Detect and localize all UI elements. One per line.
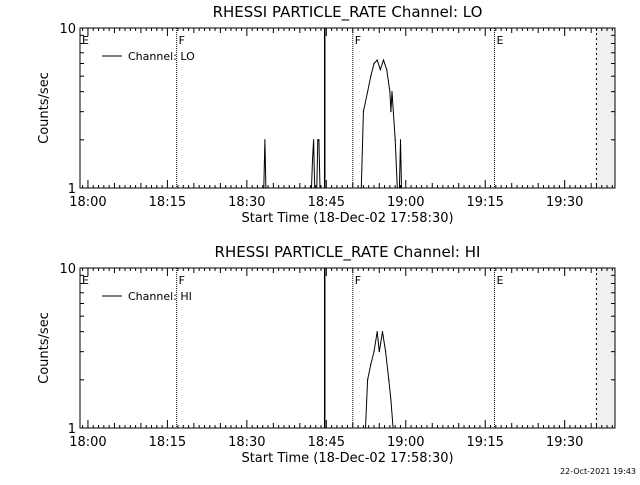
data-point xyxy=(265,187,267,189)
data-point xyxy=(394,139,396,141)
generation-timestamp: 22-Oct-2021 19:43 xyxy=(560,467,636,476)
data-point xyxy=(318,139,320,141)
legend-entry: Channel: HI xyxy=(128,290,192,303)
x-tick-label: 19:00 xyxy=(387,195,424,210)
x-tick-label: 18:45 xyxy=(308,435,345,450)
post-interval-shade xyxy=(596,268,615,428)
data-point xyxy=(367,91,369,93)
x-axis-label: Start Time (18-Dec-02 17:58:30) xyxy=(241,451,453,466)
data-point xyxy=(317,139,319,141)
data-point xyxy=(370,363,372,365)
x-tick-label: 19:30 xyxy=(546,195,583,210)
x-tick-label: 18:45 xyxy=(308,195,345,210)
data-point xyxy=(312,139,315,141)
interval-marker-label: F xyxy=(179,274,185,287)
chart-panel-0: RHESSI PARTICLE_RATE Channel: LO 1 10 18:00… xyxy=(37,3,616,226)
y-axis-label: Counts/sec xyxy=(37,72,52,144)
data-point xyxy=(360,187,362,189)
data-point xyxy=(376,59,378,61)
interval-marker-label: E xyxy=(496,274,503,287)
interval-marker-label: E xyxy=(82,274,89,287)
data-point xyxy=(373,351,375,353)
x-tick-label: 19:30 xyxy=(546,435,583,450)
data-point xyxy=(316,187,318,189)
interval-marker-label: F xyxy=(355,274,361,287)
interval-marker-label: E xyxy=(496,34,503,47)
data-point xyxy=(381,331,384,333)
x-axis-label: Start Time (18-Dec-02 17:58:30) xyxy=(241,211,453,226)
x-tick-label: 18:30 xyxy=(228,435,265,450)
chart-title: RHESSI PARTICLE_RATE Channel: HI xyxy=(215,243,481,262)
data-point xyxy=(396,187,398,189)
data-point xyxy=(264,139,266,141)
data-point xyxy=(392,427,394,429)
data-point xyxy=(388,379,390,381)
data-point xyxy=(390,111,392,113)
x-tick-label: 18:30 xyxy=(228,195,265,210)
data-point xyxy=(310,187,313,189)
data-point xyxy=(314,187,316,189)
data-point xyxy=(379,68,381,71)
x-tick-label: 19:00 xyxy=(387,435,424,450)
data-point xyxy=(370,75,372,77)
data-point xyxy=(319,187,321,189)
interval-marker-label: F xyxy=(355,34,361,47)
data-point xyxy=(382,59,385,61)
data-point xyxy=(389,91,391,93)
data-point xyxy=(398,187,401,189)
data-point xyxy=(386,68,388,71)
x-tick-label: 18:15 xyxy=(149,435,186,450)
post-interval-shade xyxy=(596,28,615,188)
interval-marker-label: F xyxy=(179,34,185,47)
legend-entry: Channel: LO xyxy=(128,50,195,63)
x-tick-label: 18:15 xyxy=(149,195,186,210)
y-tick-label: 1 xyxy=(68,422,76,437)
chart-panel-1: RHESSI PARTICLE_RATE Channel: HI 1 10 18:00… xyxy=(37,243,616,466)
data-point xyxy=(367,379,369,381)
data-point xyxy=(391,91,393,93)
y-tick-label: 1 xyxy=(68,182,76,197)
y-tick-label: 10 xyxy=(59,22,76,37)
interval-marker-label: E xyxy=(82,34,89,47)
data-point xyxy=(378,351,380,353)
x-tick-label: 19:15 xyxy=(466,195,503,210)
y-axis-label: Counts/sec xyxy=(37,312,52,384)
data-point xyxy=(399,139,402,141)
data-point xyxy=(376,331,378,333)
data-point xyxy=(263,187,265,189)
data-point xyxy=(400,187,403,189)
data-point xyxy=(385,351,387,353)
y-tick-label: 10 xyxy=(59,262,76,277)
series-line-0 xyxy=(263,58,402,189)
data-point xyxy=(311,159,314,161)
x-tick-label: 18:00 xyxy=(69,435,106,450)
data-point xyxy=(362,111,364,113)
data-point xyxy=(390,399,392,401)
data-point xyxy=(373,62,375,65)
x-tick-label: 18:00 xyxy=(69,195,106,210)
x-tick-label: 19:15 xyxy=(466,435,503,450)
data-point xyxy=(364,427,367,429)
chart-title: RHESSI PARTICLE_RATE Channel: LO xyxy=(213,3,483,22)
